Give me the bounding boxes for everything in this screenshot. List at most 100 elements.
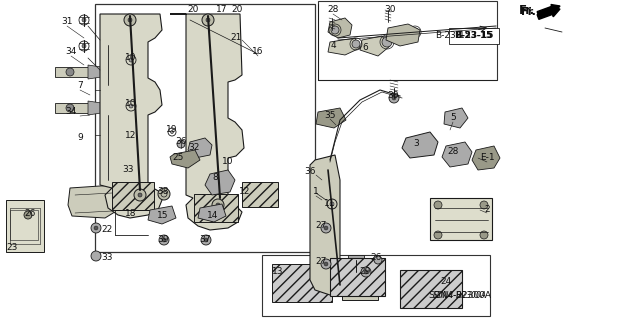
Text: 4: 4: [330, 41, 336, 50]
Text: 28: 28: [447, 147, 459, 157]
Polygon shape: [310, 155, 340, 295]
Text: 27: 27: [316, 257, 326, 266]
Text: 10: 10: [125, 100, 137, 108]
Text: 12: 12: [125, 131, 137, 140]
Bar: [194, 194, 238, 222]
Circle shape: [382, 37, 392, 47]
Text: 6: 6: [362, 43, 368, 53]
Circle shape: [392, 96, 396, 100]
Polygon shape: [68, 185, 118, 218]
Circle shape: [212, 199, 224, 211]
Text: B-23-15: B-23-15: [454, 32, 493, 41]
Circle shape: [170, 130, 173, 133]
Circle shape: [434, 201, 442, 209]
Text: 2: 2: [484, 205, 490, 214]
Text: 23: 23: [6, 243, 18, 253]
Text: 30: 30: [384, 5, 396, 14]
Circle shape: [177, 140, 185, 148]
Text: 33: 33: [101, 254, 113, 263]
Bar: [112, 182, 154, 210]
Text: 38: 38: [157, 188, 169, 197]
Polygon shape: [55, 103, 90, 113]
Text: 27: 27: [316, 220, 326, 229]
Circle shape: [162, 238, 166, 242]
Circle shape: [66, 104, 74, 112]
Circle shape: [134, 189, 146, 201]
Text: 36: 36: [304, 167, 316, 176]
Text: 10: 10: [222, 158, 234, 167]
Text: 20: 20: [188, 5, 198, 14]
Text: 18: 18: [125, 210, 137, 219]
Bar: [6, 200, 44, 252]
Polygon shape: [316, 108, 346, 128]
Circle shape: [374, 256, 382, 264]
Text: E-1: E-1: [480, 153, 494, 162]
Circle shape: [480, 201, 488, 209]
Circle shape: [324, 262, 328, 266]
Bar: [242, 182, 278, 207]
Text: 1: 1: [313, 188, 319, 197]
Polygon shape: [402, 132, 438, 158]
Circle shape: [198, 146, 202, 150]
Text: Fr.: Fr.: [520, 7, 536, 17]
Text: 10: 10: [125, 54, 137, 63]
FancyArrow shape: [537, 4, 560, 16]
Circle shape: [138, 193, 142, 197]
Bar: [400, 270, 462, 308]
Text: 5: 5: [450, 114, 456, 122]
Circle shape: [389, 93, 399, 103]
Polygon shape: [88, 101, 108, 115]
Text: 17: 17: [216, 5, 228, 14]
Text: 3: 3: [413, 139, 419, 149]
Circle shape: [159, 235, 169, 245]
Text: 25: 25: [172, 153, 184, 162]
Text: 36: 36: [175, 137, 187, 146]
Text: B-23-15: B-23-15: [435, 32, 471, 41]
Circle shape: [91, 251, 101, 261]
Bar: [272, 264, 332, 302]
Circle shape: [361, 267, 371, 277]
Bar: [348, 255, 364, 265]
Circle shape: [94, 226, 98, 230]
Polygon shape: [55, 67, 90, 77]
Text: 31: 31: [61, 18, 73, 26]
Text: 13: 13: [272, 268, 284, 277]
Text: 39: 39: [157, 235, 169, 244]
Bar: [95, 4, 315, 252]
Polygon shape: [170, 150, 200, 168]
Bar: [262, 255, 490, 316]
Text: 37: 37: [199, 235, 211, 244]
Bar: [449, 28, 499, 44]
Text: 24: 24: [440, 277, 452, 286]
Circle shape: [82, 18, 86, 22]
Text: 14: 14: [207, 211, 219, 219]
Circle shape: [129, 104, 133, 108]
Text: 34: 34: [65, 48, 77, 56]
Circle shape: [480, 231, 488, 239]
Polygon shape: [100, 14, 162, 218]
FancyArrow shape: [537, 7, 560, 19]
Text: 7: 7: [77, 81, 83, 91]
Text: 28: 28: [327, 5, 339, 14]
Text: 32: 32: [188, 144, 200, 152]
Text: 22: 22: [101, 226, 113, 234]
Circle shape: [206, 18, 210, 22]
Circle shape: [434, 231, 442, 239]
Text: SDN4-B2300A: SDN4-B2300A: [433, 291, 487, 300]
Circle shape: [411, 28, 419, 36]
Polygon shape: [205, 170, 235, 195]
Bar: [10, 210, 38, 240]
Polygon shape: [472, 146, 500, 170]
Bar: [430, 198, 492, 240]
Circle shape: [91, 223, 101, 233]
Circle shape: [82, 44, 86, 48]
Polygon shape: [198, 204, 226, 222]
Text: B-23-15: B-23-15: [456, 32, 493, 41]
Text: 15: 15: [157, 211, 169, 220]
Circle shape: [158, 188, 170, 200]
Polygon shape: [442, 142, 472, 167]
Polygon shape: [148, 206, 176, 224]
Bar: [330, 258, 385, 296]
Text: 33: 33: [122, 166, 134, 174]
Circle shape: [331, 26, 339, 34]
